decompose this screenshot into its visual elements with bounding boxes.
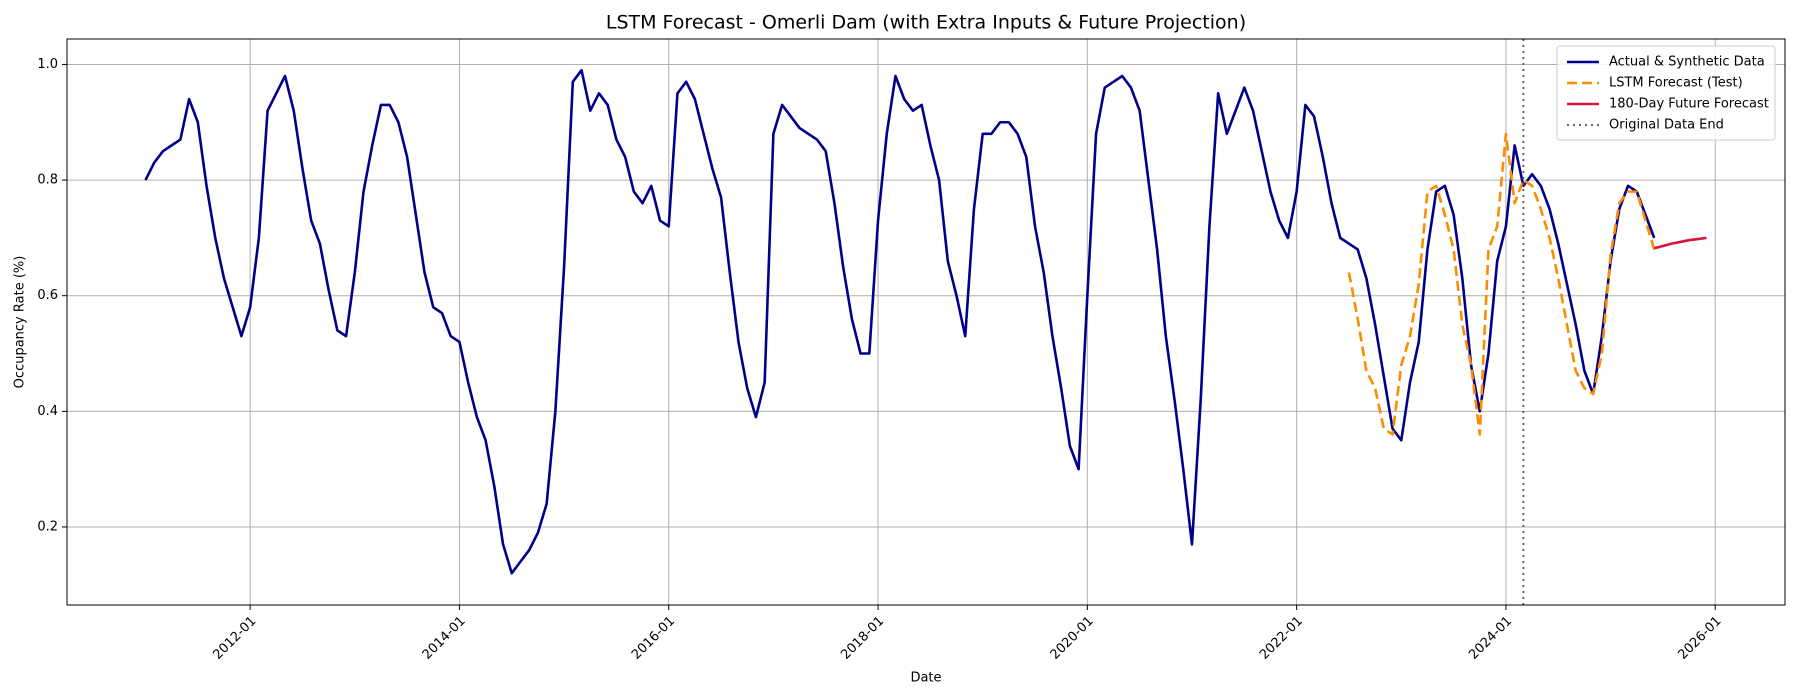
- line-series: [144, 68, 1656, 575]
- y-tick-label: 0.6: [37, 288, 58, 303]
- x-tick-label: 2016-01: [629, 614, 678, 663]
- x-tick-label: 2022-01: [1257, 614, 1306, 663]
- legend: Actual & Synthetic Data LSTM Forecast (Te…: [1556, 45, 1776, 141]
- y-tick-label: 1.0: [37, 57, 58, 72]
- x-tick-label: 2012-01: [210, 614, 259, 663]
- x-tick-label: 2014-01: [420, 614, 469, 663]
- x-tick-label: 2018-01: [838, 614, 887, 663]
- legend-box: [1556, 45, 1776, 141]
- y-axis-label: Occupancy Rate (%): [13, 256, 28, 389]
- y-tick-label: 0.8: [37, 173, 58, 188]
- line-series: [1653, 236, 1707, 250]
- legend-label: Actual & Synthetic Data: [1609, 55, 1765, 70]
- legend-label: Original Data End: [1609, 118, 1724, 133]
- chart-title: LSTM Forecast - Omerli Dam (with Extra I…: [606, 12, 1246, 34]
- y-tick-label: 0.2: [37, 519, 58, 534]
- x-tick-label: 2024-01: [1466, 614, 1515, 663]
- plot-frame: [66, 38, 1786, 606]
- line-series: [1347, 132, 1656, 436]
- x-tick-label: 2020-01: [1048, 614, 1097, 663]
- x-axis-label: Date: [910, 671, 941, 686]
- legend-label: 180-Day Future Forecast: [1609, 97, 1769, 112]
- y-tick-label: 0.4: [37, 404, 58, 419]
- legend-label: LSTM Forecast (Test): [1609, 76, 1743, 91]
- x-tick-label: 2026-01: [1676, 614, 1725, 663]
